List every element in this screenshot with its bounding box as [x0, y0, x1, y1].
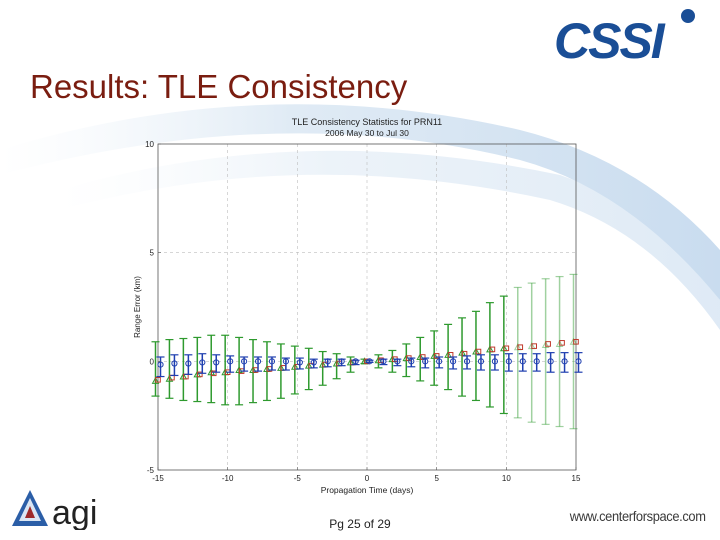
red-marker: [517, 344, 524, 351]
blue-marker: [352, 358, 359, 365]
y-axis-label: Range Error (km): [133, 276, 142, 338]
blue-marker: [380, 358, 387, 365]
blue-marker: [477, 358, 485, 365]
blue-marker: [213, 359, 220, 366]
blue-marker: [450, 358, 457, 365]
blue-marker: [519, 358, 526, 365]
red-marker: [503, 345, 510, 352]
slide-title: Results: TLE Consistency: [30, 68, 408, 105]
blue-marker: [185, 360, 192, 367]
x-tick-label: 15: [572, 474, 581, 483]
blue-marker: [296, 359, 303, 366]
blue-marker: [310, 359, 317, 366]
blue-marker: [366, 358, 373, 365]
blue-marker: [463, 358, 471, 365]
agi-logo: agi: [12, 490, 97, 530]
x-tick-label: 0: [365, 474, 370, 483]
blue-marker: [547, 358, 554, 365]
series-green: [151, 273, 578, 430]
red-marker: [489, 346, 496, 353]
red-marker: [210, 370, 217, 377]
x-tick-label: -15: [152, 474, 164, 483]
red-marker: [155, 377, 161, 383]
blue-marker: [533, 358, 540, 365]
blue-marker: [282, 358, 289, 365]
chart-title: TLE Consistency Statistics for PRN11: [292, 117, 442, 127]
y-tick-label: 5: [150, 249, 155, 258]
cssi-logo-text: CSSI: [554, 13, 666, 66]
blue-marker: [491, 358, 498, 365]
y-tick-label: 10: [145, 140, 154, 149]
range-error-chart: -15 -10 -5 0 5 10 15 -5 0 5 10 TLE Consistency Sta…: [133, 117, 583, 495]
blue-marker: [505, 358, 512, 365]
agi-logo-text: agi: [52, 494, 97, 530]
blue-marker: [394, 358, 401, 365]
red-marker: [433, 353, 440, 359]
blue-marker: [227, 358, 234, 365]
blue-marker: [199, 359, 206, 366]
green-marker: [541, 340, 550, 349]
cssi-logo: CSSI: [554, 9, 695, 66]
blue-marker: [338, 358, 345, 365]
red-marker: [475, 348, 482, 355]
x-tick-label: 10: [502, 474, 511, 483]
green-marker: [555, 339, 564, 347]
chart-subtitle: 2006 May 30 to Jul 30: [325, 128, 409, 138]
blue-marker: [561, 358, 568, 365]
green-marker: [165, 374, 174, 382]
blue-marker: [171, 360, 178, 367]
blue-marker: [254, 358, 262, 365]
blue-marker: [324, 358, 331, 365]
page-number: Pg 25 of 29: [329, 517, 391, 531]
x-axis-label: Propagation Time (days): [321, 485, 414, 495]
red-marker: [559, 340, 565, 346]
green-marker: [151, 376, 160, 384]
x-tick-label: 5: [434, 474, 439, 483]
x-tick-label: -10: [222, 474, 234, 483]
website-url: www.centerforspace.com: [570, 508, 706, 524]
blue-marker: [241, 358, 248, 365]
blue-marker: [408, 358, 415, 365]
blue-marker: [157, 361, 164, 368]
red-marker: [531, 343, 537, 349]
blue-marker: [422, 358, 429, 365]
red-marker: [573, 338, 579, 345]
y-tick-label: 0: [150, 357, 155, 366]
x-tick-label: -5: [294, 474, 302, 483]
blue-marker: [268, 358, 276, 365]
red-marker: [545, 341, 551, 347]
blue-marker: [575, 358, 582, 365]
red-marker: [419, 354, 426, 360]
blue-marker: [436, 358, 443, 365]
y-tick-label: -5: [147, 466, 155, 475]
red-marker: [197, 371, 203, 378]
series-blue: [156, 352, 583, 378]
